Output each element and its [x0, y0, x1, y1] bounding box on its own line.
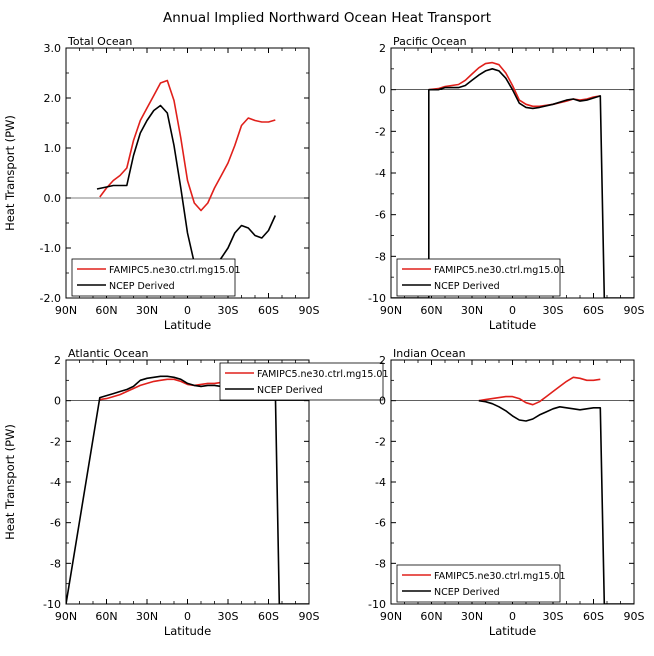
indian-ocean-xtick-label: 0	[509, 610, 516, 623]
pacific-ocean-ytick-label: -10	[368, 292, 386, 305]
atlantic-ocean-legend-label: FAMIPC5.ne30.ctrl.mg15.01	[257, 369, 388, 380]
indian-ocean-xtick-label: 90S	[624, 610, 645, 623]
atlantic-ocean-xtick-label: 30S	[218, 610, 239, 623]
total-ocean-legend-label: NCEP Derived	[109, 281, 175, 292]
pacific-ocean-ytick-label: -4	[375, 167, 386, 180]
total-ocean-xlabel: Latitude	[164, 318, 211, 332]
pacific-ocean-xlabel: Latitude	[489, 318, 536, 332]
total-ocean-xtick-label: 30S	[218, 304, 239, 317]
pacific-ocean-xtick-label: 30N	[461, 304, 483, 317]
indian-ocean-series-famipc5-ne30-ctrl-mg15-01	[478, 376, 601, 406]
pacific-ocean-legend-box	[396, 258, 561, 297]
pacific-ocean-legend: FAMIPC5.ne30.ctrl.mg15.01 NCEP Derived	[396, 258, 565, 297]
indian-ocean-ytick-label: -2	[375, 435, 386, 448]
pacific-ocean-ytick-label: 2	[379, 42, 386, 55]
figure-title: Annual Implied Northward Ocean Heat Tran…	[163, 10, 491, 26]
total-ocean-legend: FAMIPC5.ne30.ctrl.mg15.01 NCEP Derived	[71, 258, 240, 297]
indian-ocean-panel: Indian Ocean -10 -8 -6 -4 -2 0 2 90N 60N 30N 0 30S 60…	[368, 347, 644, 638]
total-ocean-ytick-label: 1.0	[44, 142, 62, 155]
indian-ocean-xtick-label: 30S	[543, 610, 564, 623]
total-ocean-ytick-label: -2.0	[40, 292, 61, 305]
total-ocean-ytick-label: 3.0	[44, 42, 62, 55]
total-ocean-xtick-label: 60N	[95, 304, 117, 317]
total-ocean-legend-label: FAMIPC5.ne30.ctrl.mg15.01	[109, 265, 240, 276]
atlantic-ocean-ylabel: Heat Transport (PW)	[3, 424, 17, 540]
indian-ocean-legend: FAMIPC5.ne30.ctrl.mg15.01 NCEP Derived	[396, 564, 565, 603]
pacific-ocean-ytick-label: -2	[375, 125, 386, 138]
total-ocean-series-famipc5-ne30-ctrl-mg15-01	[99, 79, 276, 212]
atlantic-ocean-ytick-label: -4	[50, 476, 61, 489]
atlantic-ocean-ytick-label: 2	[54, 354, 61, 367]
indian-ocean-ytick-label: -10	[368, 598, 386, 611]
indian-ocean-ytick-label: -8	[375, 557, 386, 570]
indian-ocean-ytick-label: 0	[379, 395, 386, 408]
pacific-ocean-series-ncep-derived	[391, 68, 634, 298]
atlantic-ocean-xtick-label: 0	[184, 610, 191, 623]
total-ocean-ylabel: Heat Transport (PW)	[3, 115, 17, 231]
atlantic-ocean-ytick-label: -8	[50, 557, 61, 570]
atlantic-ocean-legend: FAMIPC5.ne30.ctrl.mg15.01 NCEP Derived	[219, 362, 388, 401]
pacific-ocean-xtick-label: 60S	[583, 304, 604, 317]
pacific-ocean-xtick-label: 30S	[543, 304, 564, 317]
total-ocean-legend-box	[71, 258, 236, 297]
pacific-ocean-xtick-label: 0	[509, 304, 516, 317]
pacific-ocean-xtick-label: 90N	[380, 304, 402, 317]
pacific-ocean-ytick-label: 0	[379, 84, 386, 97]
indian-ocean-ytick-label: -4	[375, 476, 386, 489]
indian-ocean-ytick-label: 2	[379, 354, 386, 367]
total-ocean-series-ncep-derived	[96, 104, 277, 282]
pacific-ocean-title: Pacific Ocean	[393, 35, 467, 48]
indian-ocean-xtick-label: 60S	[583, 610, 604, 623]
indian-ocean-xtick-label: 60N	[420, 610, 442, 623]
indian-ocean-legend-box	[396, 564, 561, 603]
indian-ocean-legend-label: NCEP Derived	[434, 587, 500, 598]
atlantic-ocean-xtick-label: 60S	[258, 610, 279, 623]
indian-ocean-xtick-label: 90N	[380, 610, 402, 623]
atlantic-ocean-xtick-label: 60N	[95, 610, 117, 623]
pacific-ocean-ytick-label: -8	[375, 250, 386, 263]
pacific-ocean-legend-label: NCEP Derived	[434, 281, 500, 292]
pacific-ocean-xtick-label: 90S	[624, 304, 645, 317]
total-ocean-xtick-label: 0	[184, 304, 191, 317]
total-ocean-ytick-label: 0.0	[44, 192, 62, 205]
total-ocean-xtick-label: 90S	[299, 304, 320, 317]
atlantic-ocean-ytick-label: 0	[54, 395, 61, 408]
total-ocean-xtick-label: 60S	[258, 304, 279, 317]
pacific-ocean-panel: Pacific Ocean -10 -8 -6 -4 -2 0 2 90N 60N 30N 0 30S 6…	[368, 35, 644, 332]
total-ocean-ytick-label: 2.0	[44, 92, 62, 105]
atlantic-ocean-series-ncep-derived	[66, 375, 309, 604]
indian-ocean-xtick-label: 30N	[461, 610, 483, 623]
total-ocean-title: Total Ocean	[67, 35, 132, 48]
pacific-ocean-ytick-label: -6	[375, 209, 386, 222]
pacific-ocean-legend-label: FAMIPC5.ne30.ctrl.mg15.01	[434, 265, 565, 276]
atlantic-ocean-ytick-label: -10	[43, 598, 61, 611]
atlantic-ocean-title: Atlantic Ocean	[68, 347, 149, 360]
atlantic-ocean-legend-box	[219, 362, 384, 401]
indian-ocean-title: Indian Ocean	[393, 347, 466, 360]
pacific-ocean-xtick-label: 60N	[420, 304, 442, 317]
atlantic-ocean-xtick-label: 90N	[55, 610, 77, 623]
indian-ocean-legend-label: FAMIPC5.ne30.ctrl.mg15.01	[434, 571, 565, 582]
atlantic-ocean-ytick-label: -2	[50, 435, 61, 448]
atlantic-ocean-legend-label: NCEP Derived	[257, 385, 323, 396]
indian-ocean-series-ncep-derived	[478, 399, 634, 604]
total-ocean-xtick-label: 30N	[136, 304, 158, 317]
atlantic-ocean-xlabel: Latitude	[164, 624, 211, 638]
atlantic-ocean-panel: Atlantic Ocean -10 -8 -6 -4 -2 0 2 90N 60N 30N 0 30S…	[3, 347, 388, 638]
total-ocean-xtick-label: 90N	[55, 304, 77, 317]
atlantic-ocean-ytick-label: -6	[50, 517, 61, 530]
indian-ocean-ytick-label: -6	[375, 517, 386, 530]
total-ocean-panel: Total Ocean -2.0 -1.0 0.0 1.0 2.0 3.0 90N 60N 30N…	[3, 35, 320, 332]
atlantic-ocean-xtick-label: 90S	[299, 610, 320, 623]
atlantic-ocean-xtick-label: 30N	[136, 610, 158, 623]
total-ocean-ytick-label: -1.0	[40, 242, 61, 255]
indian-ocean-xlabel: Latitude	[489, 624, 536, 638]
